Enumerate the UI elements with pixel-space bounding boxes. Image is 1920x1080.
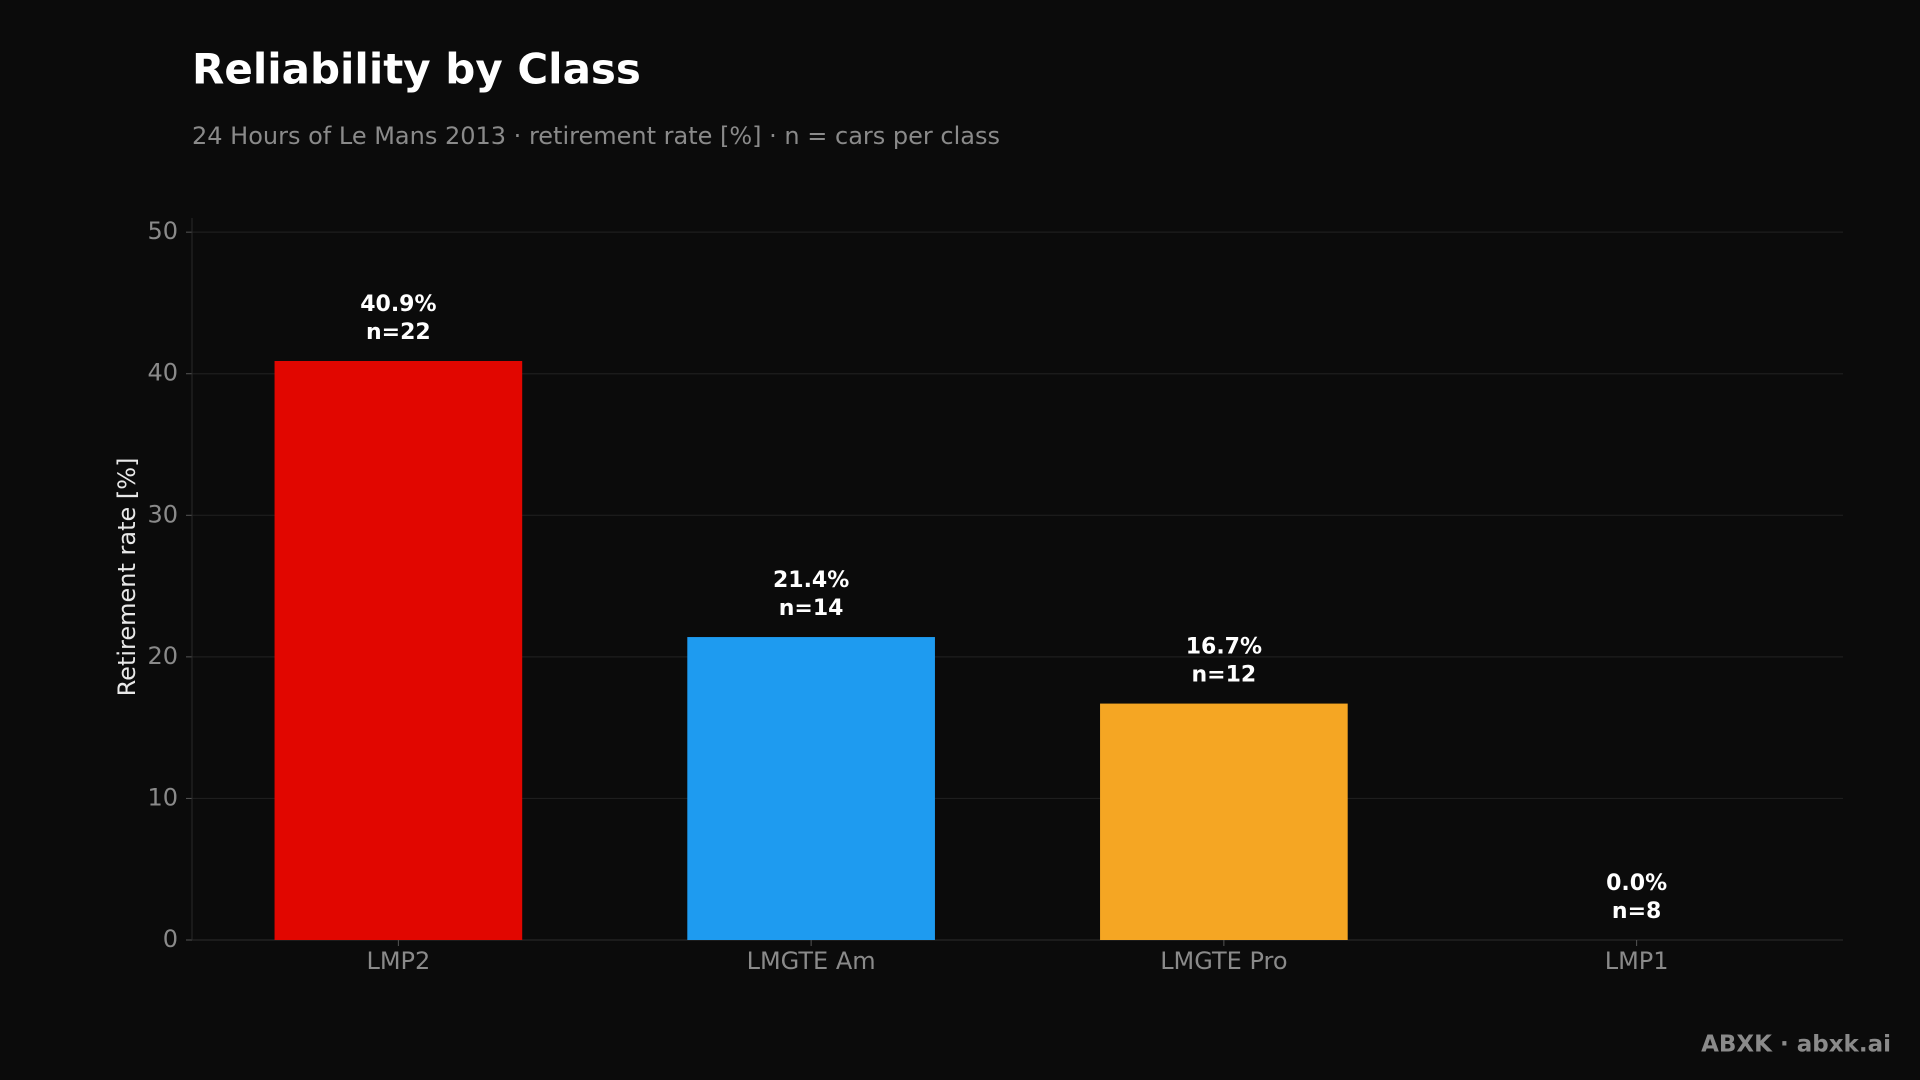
n-label: n=8 xyxy=(1612,899,1661,924)
y-tick-label: 30 xyxy=(147,500,178,528)
x-tick-label: LMGTE Am xyxy=(747,947,876,975)
x-tick-label: LMGTE Pro xyxy=(1160,947,1287,975)
y-tick-label: 10 xyxy=(147,783,178,811)
bar xyxy=(274,360,523,940)
bar xyxy=(687,637,935,940)
y-tick-label: 0 xyxy=(163,925,178,953)
value-label: 16.7% xyxy=(1186,635,1262,660)
x-tick-label: LMP2 xyxy=(366,947,430,975)
value-label: 0.0% xyxy=(1606,871,1667,896)
y-tick-label: 40 xyxy=(147,359,178,387)
y-tick-label: 20 xyxy=(147,642,178,670)
x-tick-label: LMP1 xyxy=(1605,947,1669,975)
chart-title: Reliability by Class xyxy=(192,45,641,94)
y-tick-label: 50 xyxy=(147,217,178,245)
y-axis-label: Retirement rate [%] xyxy=(113,458,141,697)
bar xyxy=(1100,703,1348,940)
n-label: n=22 xyxy=(366,320,431,345)
chart-subtitle: 24 Hours of Le Mans 2013 · retirement ra… xyxy=(192,122,1000,150)
value-label: 21.4% xyxy=(773,568,849,593)
n-label: n=14 xyxy=(779,596,844,621)
value-label: 40.9% xyxy=(360,292,436,317)
n-label: n=12 xyxy=(1192,663,1257,688)
footer: ABXK · abxk.ai xyxy=(1701,1032,1891,1058)
